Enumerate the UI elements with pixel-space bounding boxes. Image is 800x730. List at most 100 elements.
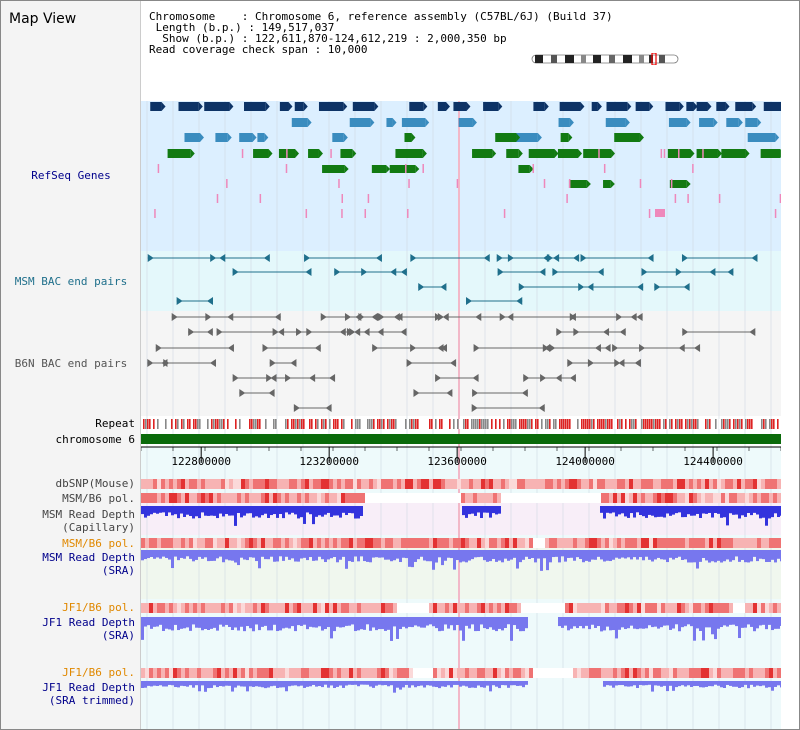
msm-pol-sra-cell: [489, 538, 493, 548]
msm-capillary-depth-bar: [219, 506, 222, 514]
repeat-element: [661, 419, 663, 429]
msm-sra-depth-bar: [459, 550, 462, 563]
gene-arrow: [693, 102, 698, 111]
repeat-element: [577, 419, 579, 429]
track-label-msm-depth-capillary[interactable]: MSM Read Depth (Capillary): [3, 508, 135, 534]
chromosome-ideogram[interactable]: [531, 53, 681, 65]
repeat-track[interactable]: [141, 419, 781, 429]
jf1-pol-cell: [665, 603, 669, 613]
msm-sra-depth-bar: [747, 550, 750, 563]
track-label-chromosome[interactable]: chromosome 6: [55, 433, 135, 446]
msm-sra-depth-bar: [327, 550, 330, 560]
jf1-pol-cell: [477, 603, 481, 613]
msm-bac-pair-end: [578, 283, 585, 291]
msm-bac-pair-end: [206, 297, 213, 305]
track-label-b6n-bac[interactable]: B6N BAC end pairs: [14, 357, 128, 370]
heatmap-tracks[interactable]: [141, 479, 781, 678]
msm-capillary-depth-bar: [477, 506, 480, 513]
msm-capillary-depth-bar: [483, 506, 486, 513]
ideogram-current-region[interactable]: [651, 53, 657, 65]
dbsnp-cell: [469, 479, 473, 489]
b6n-bac-pair-end: [573, 328, 580, 336]
msm-sra-depth-bar: [162, 550, 165, 557]
track-label-jf1-pol-1[interactable]: JF1/B6 pol.: [62, 601, 135, 614]
jf1-trim-depth-bar: [495, 681, 498, 687]
track-label-msm-pol-2[interactable]: MSM/B6 pol.: [62, 537, 135, 550]
info-coverage: Read coverage check span : 10,000: [149, 43, 368, 56]
jf1-pol-cell: [729, 603, 733, 613]
track-label-msm-bac[interactable]: MSM BAC end pairs: [14, 275, 128, 288]
msm-pol-sra-cell: [333, 538, 337, 548]
repeat-element: [325, 419, 327, 429]
ideogram-band: [659, 55, 665, 63]
gene-small-feature: [678, 149, 680, 158]
read-depth-tracks[interactable]: [141, 506, 781, 693]
track-label-repeat[interactable]: Repeat: [95, 417, 135, 430]
jf1-pol-cell: [225, 603, 229, 613]
msm-sra-depth-bar: [498, 550, 501, 561]
gene-arrow: [252, 133, 257, 142]
track-label-msm-pol-1[interactable]: MSM/B6 pol.: [62, 492, 135, 505]
jf1-trim-depth-bar: [165, 681, 168, 687]
msm-pol-sra-cell: [325, 538, 329, 548]
msm-pol-cell: [253, 493, 257, 503]
jf1-trim-depth-bar: [411, 681, 414, 686]
track-label-msm-depth-sra[interactable]: MSM Read Depth (SRA): [3, 551, 135, 577]
gene-arrow: [411, 133, 416, 142]
repeat-element: [595, 419, 597, 429]
jf1-pol-trim-cell: [753, 668, 757, 678]
jf1-trim-depth-bar: [237, 681, 240, 686]
b6n-bac-track[interactable]: [147, 313, 756, 412]
repeat-element: [213, 419, 215, 429]
dbsnp-cell: [305, 479, 309, 489]
msm-sra-depth-bar: [708, 550, 711, 563]
repeat-element: [495, 419, 497, 429]
track-label-jf1-depth-sra[interactable]: JF1 Read Depth (SRA): [3, 616, 135, 642]
gene-exon: [318, 102, 344, 111]
repeat-element: [683, 419, 685, 429]
track-label-refseq-genes[interactable]: RefSeq Genes: [31, 169, 111, 182]
msm-pol-sra-cell: [609, 538, 613, 548]
gene-exon: [294, 102, 304, 111]
chromosome-bar[interactable]: [141, 434, 781, 444]
repeat-element: [435, 419, 437, 429]
msm-pol-cell: [525, 493, 529, 503]
track-canvas[interactable]: 122800000 123200000 123600000 124000000 1244…: [141, 1, 781, 729]
msm-capillary-depth-bar: [165, 506, 168, 516]
jf1-pol-trim-cell: [577, 668, 581, 678]
track-label-jf1-pol-2[interactable]: JF1/B6 pol.: [62, 666, 135, 679]
track-area[interactable]: 122800000 123200000 123600000 124000000 1244…: [141, 1, 781, 729]
jf1-trim-depth-bar: [264, 681, 267, 689]
jf1-pol-trim-cell: [749, 668, 753, 678]
msm-bac-pair-end: [654, 283, 661, 291]
jf1-trim-depth-bar: [360, 681, 363, 685]
repeat-element: [329, 419, 331, 429]
dbsnp-cell: [521, 479, 525, 489]
msm-bac-track[interactable]: [147, 254, 758, 305]
gene-arrow: [725, 102, 730, 111]
repeat-element: [315, 419, 317, 429]
jf1-sra-depth-bar: [153, 617, 156, 627]
gene-arrow: [492, 149, 497, 158]
jf1-trim-depth-bar: [714, 681, 717, 685]
repeat-element: [719, 419, 721, 429]
jf1-trim-depth-bar: [231, 681, 234, 692]
refseq-genes-track[interactable]: [150, 102, 781, 218]
repeat-element: [339, 419, 341, 429]
jf1-trim-depth-bar: [468, 681, 471, 688]
msm-sra-depth-bar: [219, 550, 222, 557]
msm-capillary-depth-bar: [669, 506, 672, 516]
msm-sra-depth-bar: [618, 550, 621, 559]
msm-sra-depth-bar: [330, 550, 333, 559]
msm-capillary-depth-bar: [228, 506, 231, 516]
jf1-sra-depth-bar: [417, 617, 420, 627]
b6n-bac-pair-end: [406, 359, 413, 367]
jf1-pol-trim-cell: [621, 668, 625, 678]
track-label-dbsnp[interactable]: dbSNP(Mouse): [55, 477, 135, 490]
track-label-jf1-depth-trimmed[interactable]: JF1 Read Depth (SRA trimmed): [3, 681, 135, 707]
repeat-element: [263, 419, 265, 429]
jf1-pol-trim-cell: [197, 668, 201, 678]
msm-pol-cell: [741, 493, 745, 503]
jf1-pol-trim-cell: [357, 668, 361, 678]
jf1-pol-trim-cell: [509, 668, 513, 678]
